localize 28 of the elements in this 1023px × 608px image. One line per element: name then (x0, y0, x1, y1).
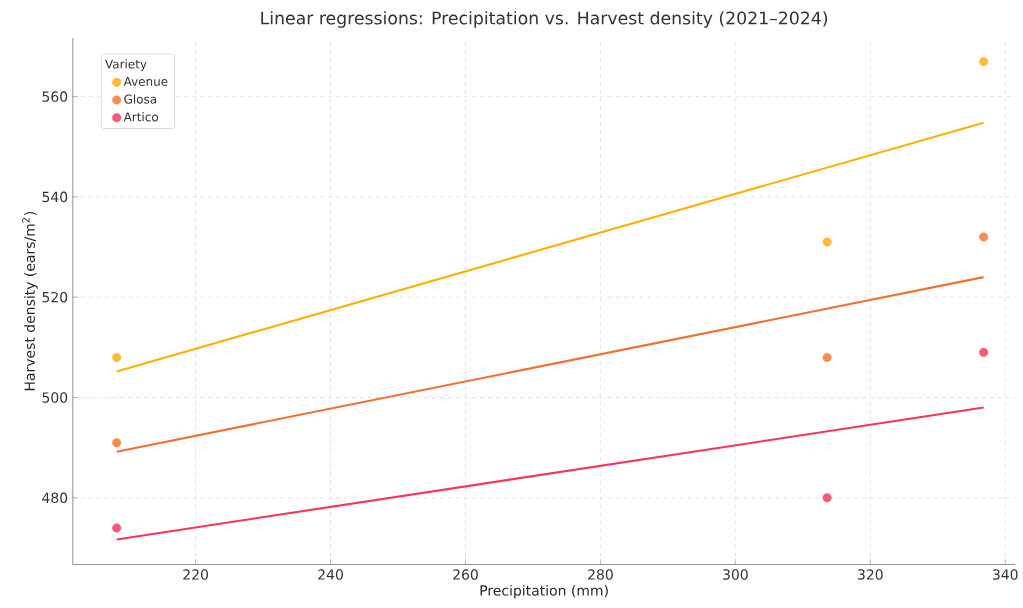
legend-label: Glosa (124, 94, 157, 104)
point (822, 493, 832, 503)
y-tick-label: 500 (42, 392, 68, 403)
x-tick-label: 220 (183, 569, 208, 580)
point (979, 347, 989, 357)
x-tick-label: 300 (723, 569, 748, 580)
x-tick-label: 340 (992, 569, 1018, 580)
x-axis-title: Precipitation (mm) (480, 584, 608, 599)
chart-title: Linear regressions: Precipitation vs. Harvest density (2021–2024) (261, 10, 828, 28)
legend-label: Avenue (123, 76, 168, 86)
point (979, 56, 989, 66)
y-tick-label: 520 (42, 291, 68, 303)
x-tick-label: 240 (318, 569, 343, 580)
point (822, 237, 832, 247)
point (822, 352, 832, 362)
legend-title: Variety (105, 59, 147, 71)
y-axis-title: Harvest density (ears/m$^{2}$) (22, 211, 38, 390)
point (112, 437, 122, 447)
legend-label: Artico (123, 111, 158, 122)
point (112, 352, 122, 362)
y-tick-label: 540 (42, 191, 68, 202)
point (979, 232, 989, 242)
y-tick-label: 560 (42, 91, 68, 102)
x-tick-label: 320 (858, 569, 883, 580)
x-tick-label: 280 (588, 569, 613, 580)
x-tick-label: 260 (453, 569, 478, 580)
y-tick-label: 480 (42, 492, 68, 503)
point (112, 523, 122, 533)
